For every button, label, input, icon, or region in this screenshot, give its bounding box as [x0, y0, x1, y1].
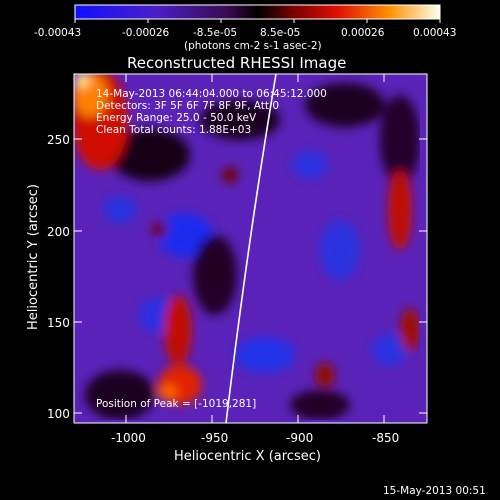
x-axis-ticks: [125, 74, 385, 423]
x-tick-label: -1000: [111, 431, 146, 445]
colorbar-tick-label: 0.00026: [341, 27, 385, 39]
plot-title: Reconstructed RHESSI Image: [127, 54, 346, 72]
y-tick-label: 100: [47, 407, 70, 421]
overlay-time-range: 14-May-2013 06:44:04.000 to 06:45:12.000: [96, 88, 327, 100]
plot-frame: [73, 73, 428, 424]
solar-limb-line: [225, 74, 277, 423]
overlay-energy-range: Energy Range: 25.0 - 50.0 keV: [96, 112, 257, 124]
overlay-detectors: Detectors: 3F 5F 6F 7F 8F 9F, Att 0: [96, 100, 279, 112]
y-tick-label: 250: [47, 133, 70, 147]
x-tick-label: -850: [372, 431, 399, 445]
colorbar-tick-label: 0.00043: [413, 27, 456, 39]
timestamp: 15-May-2013 00:51: [383, 485, 486, 497]
colorbar-tick-label: -8.5e-05: [193, 27, 237, 39]
overlay-clean-counts: Clean Total counts: 1.88E+03: [96, 124, 251, 136]
colorbar-tick-label: -0.00043: [34, 27, 81, 39]
y-axis-ticks: [74, 138, 427, 414]
y-tick-label: 200: [47, 225, 70, 239]
x-tick-label: -950: [201, 431, 228, 445]
colorbar-ticks: [74, 19, 441, 23]
colorbar-unit-label: (photons cm-2 s-1 asec-2): [184, 40, 322, 52]
peak-position-label: Position of Peak = [-1019,281]: [96, 398, 256, 410]
rhessi-image: [74, 74, 427, 423]
x-tick-label: -900: [286, 431, 313, 445]
y-axis-label: Heliocentric Y (arcsec): [26, 184, 41, 330]
colorbar-tick-label: -0.00026: [122, 27, 170, 39]
colorbar-tick-label: 8.5e-05: [260, 27, 300, 39]
y-tick-label: 150: [47, 316, 70, 330]
x-axis-label: Heliocentric X (arcsec): [174, 449, 321, 464]
colorbar: [74, 4, 441, 20]
